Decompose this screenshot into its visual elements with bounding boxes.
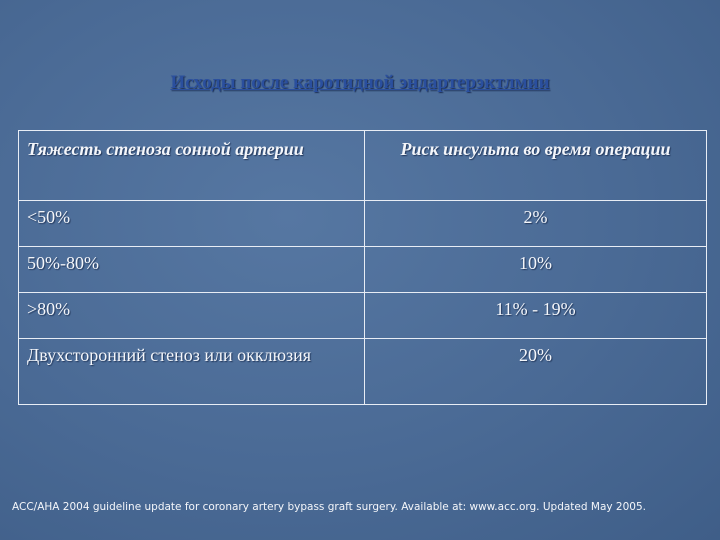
row: 50%-80% 10% xyxy=(18,246,707,293)
cell: 11% - 19% xyxy=(364,292,707,339)
cell: 2% xyxy=(364,200,707,247)
header-cell: Тяжесть стеноза сонной артерии xyxy=(18,130,365,201)
cell: 10% xyxy=(364,246,707,293)
header-row: Тяжесть стеноза сонной артерии Риск инсу… xyxy=(18,130,707,201)
cell: Двухсторонний стеноз или окклюзия xyxy=(18,338,365,405)
footnote: ACC/AHA 2004 guideline update for corona… xyxy=(12,501,646,513)
header-cell: Риск инсульта во время операции xyxy=(364,130,707,201)
cell: 20% xyxy=(364,338,707,405)
cell: 50%-80% xyxy=(18,246,365,293)
cell: >80% xyxy=(18,292,365,339)
slide-title: Исходы после каротидной эндартерэктлмии xyxy=(170,72,550,93)
row: <50% 2% xyxy=(18,200,707,247)
row: >80% 11% - 19% xyxy=(18,292,707,339)
row: Двухсторонний стеноз или окклюзия 20% xyxy=(18,338,707,405)
table: Тяжесть стеноза сонной артерии Риск инсу… xyxy=(18,130,707,405)
cell: <50% xyxy=(18,200,365,247)
